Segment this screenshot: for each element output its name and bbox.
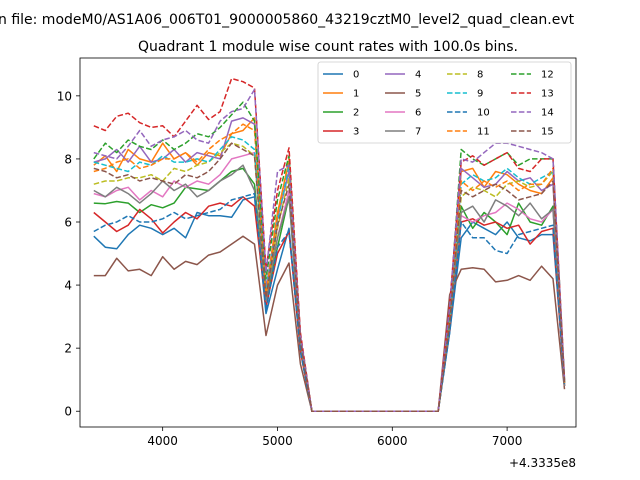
legend-label: 8 — [477, 70, 483, 81]
y-tick-label: 2 — [64, 342, 72, 356]
legend-box — [317, 61, 572, 144]
legend-label: 11 — [477, 127, 490, 138]
series-line-8 — [93, 142, 566, 412]
axis-ticks: 4000 5000 6000 7000 0 2 4 6 8 10 — [57, 89, 523, 448]
legend-label: 13 — [541, 89, 554, 100]
plot-title: Quadrant 1 module wise count rates with … — [138, 39, 518, 55]
legend-label: 10 — [477, 108, 490, 119]
series-line-0 — [93, 196, 566, 412]
x-tick-label: 5000 — [262, 434, 293, 448]
legend-label: 1 — [353, 89, 359, 100]
legend-label: 4 — [415, 70, 421, 81]
y-tick-label: 10 — [57, 89, 72, 103]
y-tick-label: 6 — [64, 216, 72, 230]
y-tick-label: 0 — [64, 405, 72, 419]
series-line-13 — [93, 77, 566, 412]
legend-label: 2 — [353, 108, 359, 119]
legend-label: 12 — [541, 70, 554, 81]
legend-label: 6 — [415, 108, 421, 119]
x-tick-label: 6000 — [377, 434, 408, 448]
plot-border — [79, 57, 577, 428]
y-tick-label: 4 — [64, 279, 72, 293]
legend-label: 5 — [415, 89, 421, 100]
series-line-5 — [93, 235, 566, 412]
series-line-2 — [93, 167, 566, 412]
series-line-7 — [93, 164, 566, 412]
x-tick-label: 4000 — [147, 434, 178, 448]
legend-label: 0 — [353, 70, 359, 81]
legend-label: 15 — [541, 127, 554, 138]
legend-label: 9 — [477, 89, 483, 100]
series-line-10 — [93, 192, 566, 412]
series-lines — [93, 77, 566, 412]
series-line-15 — [93, 142, 566, 412]
legend-label: 7 — [415, 127, 421, 138]
legend-label: 14 — [541, 108, 554, 119]
x-offset-label: +4.3335e8 — [509, 456, 576, 470]
x-tick-label: 7000 — [492, 434, 523, 448]
figure-suptitle: n file: modeM0/AS1A06_006T01_9000005860_… — [0, 12, 575, 28]
y-tick-label: 8 — [64, 152, 72, 166]
series-line-11 — [93, 123, 566, 412]
legend-label: 3 — [353, 127, 359, 138]
